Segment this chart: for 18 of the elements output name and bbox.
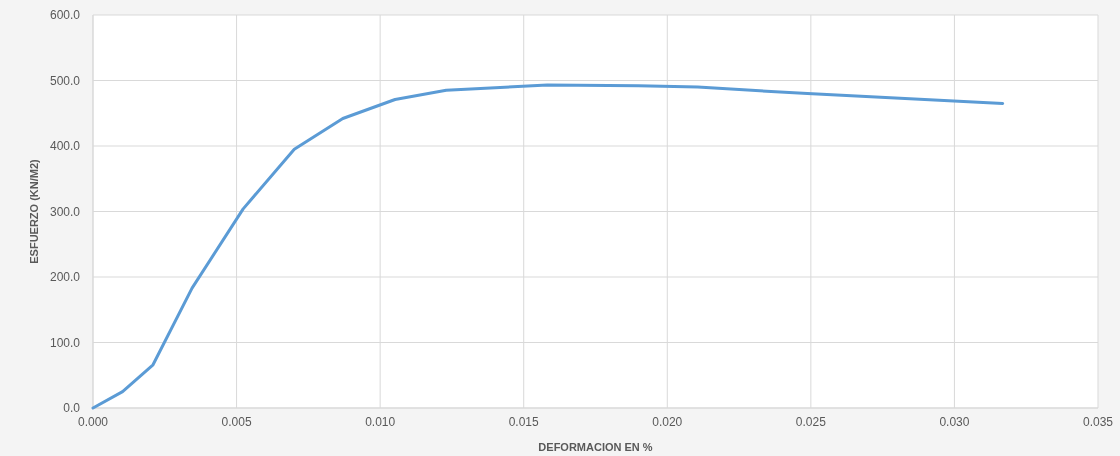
y-axis-title: ESFUERZO (KN/M2)	[28, 158, 40, 264]
y-tick-label: 100.0	[49, 335, 81, 350]
x-tick-label: 0.030	[939, 415, 970, 429]
y-tick-label: 500.0	[49, 73, 81, 88]
x-tick-label: 0.005	[221, 415, 252, 429]
x-tick-label: 0.020	[652, 415, 683, 429]
y-tick-label: 600.0	[49, 8, 81, 22]
y-tick-label: 200.0	[49, 270, 81, 284]
y-tick-label: 300.0	[49, 204, 81, 219]
x-tick-label: 0.025	[795, 415, 827, 429]
x-tick-label: 0.000	[77, 415, 109, 429]
line-series	[91, 83, 1005, 410]
x-tick-label: 0.035	[1082, 415, 1114, 429]
x-tick-label: 0.010	[365, 415, 396, 429]
y-tick-label: 0.0	[63, 401, 81, 415]
x-tick-label: 0.015	[508, 415, 540, 429]
x-axis-title: DEFORMACION EN %	[538, 441, 653, 453]
y-tick-label: 400.0	[49, 139, 81, 153]
